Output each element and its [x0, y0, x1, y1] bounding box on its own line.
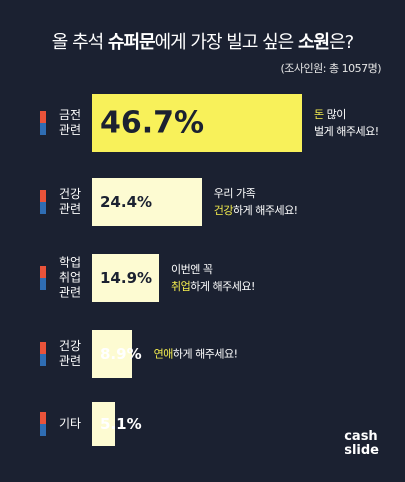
annotation-line: 돈 많이	[314, 106, 379, 123]
category-label: 학업 취업 관련	[58, 255, 82, 300]
bar	[92, 178, 202, 226]
annotation-text: 이번엔 꼭	[171, 263, 213, 276]
icon-part	[40, 278, 46, 290]
icon-part	[40, 111, 46, 123]
category-icon	[40, 190, 46, 214]
annotation: 연애하게 해주세요!	[154, 346, 238, 363]
value-label: 24.4%	[100, 193, 153, 211]
value-label: 5.1%	[100, 415, 142, 433]
icon-part	[40, 424, 46, 436]
bar	[92, 94, 302, 152]
value-label: 46.7%	[100, 105, 205, 141]
chart-subtitle: (조사인원: 총 1057명)	[280, 62, 382, 75]
chart-title: 올 추석 슈퍼문에게 가장 빌고 싶은 소원은?	[0, 28, 405, 54]
annotation-text: 하게 해주세요!	[190, 280, 255, 293]
annotation-line: 연애하게 해주세요!	[154, 346, 238, 363]
annotation-text: 돈	[314, 108, 324, 121]
annotation-text: 하게 해주세요!	[172, 347, 238, 361]
icon-part	[40, 123, 46, 135]
icon-part	[40, 342, 46, 354]
category-label: 기타	[58, 416, 82, 431]
annotation-text: 우리 가족	[213, 187, 256, 200]
icon-part	[40, 412, 46, 424]
value-label: 14.9%	[100, 269, 153, 287]
title-part: 올 추석	[51, 32, 108, 53]
value-label: 8.9%	[100, 345, 142, 363]
bar	[92, 402, 115, 446]
icon-part	[40, 202, 46, 214]
title-part: 은?	[329, 32, 354, 53]
bar-row: 기타 5.1%	[0, 402, 405, 446]
category-label: 건강 관련	[58, 187, 82, 216]
annotation-line: 우리 가족	[214, 185, 298, 202]
annotation-text: 취업	[171, 280, 191, 293]
category-label: 금전 관련	[58, 108, 82, 137]
category-label: 건강 관련	[58, 339, 82, 368]
annotation-text: 건강	[213, 204, 234, 217]
category-icon	[40, 342, 46, 366]
icon-part	[40, 190, 46, 202]
annotation-text: 벌게 해주세요!	[314, 125, 379, 138]
annotation-line: 이번엔 꼭	[171, 261, 255, 278]
bar	[92, 254, 159, 302]
bar	[92, 330, 133, 378]
annotation-text: 하게 해주세요!	[232, 204, 298, 217]
bar-row: 건강 관련 8.9% 연애하게 해주세요!	[0, 330, 405, 378]
title-part: 에게 가장 빌고 싶은	[154, 32, 298, 53]
icon-part	[40, 354, 46, 366]
title-part: 소원	[297, 32, 330, 53]
annotation-text: 연애	[153, 347, 174, 361]
category-icon	[40, 111, 46, 135]
icon-part	[40, 266, 46, 278]
annotation-line: 벌게 해주세요!	[314, 123, 379, 140]
title-part: 슈퍼문	[107, 32, 156, 53]
category-icon	[40, 266, 46, 290]
annotation-line: 건강하게 해주세요!	[214, 202, 298, 219]
category-icon	[40, 412, 46, 436]
annotation-line: 취업하게 해주세요!	[171, 278, 255, 295]
annotation-text: 많이	[323, 108, 347, 121]
brand-logo: cash slide	[344, 429, 379, 458]
